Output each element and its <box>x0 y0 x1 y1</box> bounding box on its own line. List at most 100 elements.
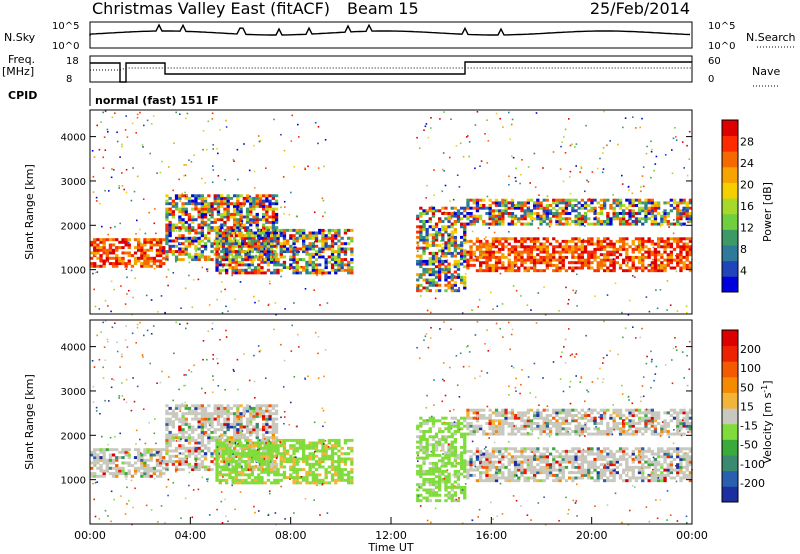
velocity-echo-cell <box>494 471 499 475</box>
power-echo-cell <box>168 220 172 224</box>
power-echo-cell <box>419 273 423 277</box>
velocity-echo-cell <box>207 441 211 445</box>
power-noise-cell <box>186 112 189 115</box>
power-echo-cell <box>273 268 277 272</box>
power-noise-cell <box>94 305 97 308</box>
power-noise-cell <box>458 218 461 221</box>
power-echo-cell <box>679 250 683 254</box>
power-echo-cell <box>194 255 198 259</box>
velocity-echo-cell <box>485 463 489 467</box>
power-echo-cell <box>590 239 594 243</box>
power-echo-cell <box>327 255 331 259</box>
power-echo-cell <box>438 259 442 263</box>
power-noise-cell <box>609 140 611 142</box>
power-echo-cell <box>295 252 299 256</box>
power-echo-cell <box>542 261 546 265</box>
velocity-echo-cell <box>324 454 328 458</box>
velocity-echo-cell <box>485 449 489 453</box>
power-echo-cell <box>529 217 534 221</box>
power-echo-cell <box>568 198 572 202</box>
power-echo-cell <box>574 198 578 202</box>
power-echo-cell <box>577 266 581 270</box>
power-noise-cell <box>165 259 168 262</box>
power-echo-cell <box>314 266 319 270</box>
power-noise-cell <box>531 241 533 243</box>
power-echo-cell <box>647 269 651 273</box>
power-echo-cell <box>268 202 272 206</box>
velocity-echo-cell <box>501 473 505 477</box>
power-echo-cell <box>237 268 242 272</box>
power-echo-cell <box>245 210 250 214</box>
power-echo-cell <box>226 210 230 214</box>
velocity-echo-cell <box>337 449 341 453</box>
velocity-echo-cell <box>327 438 331 442</box>
velocity-echo-cell <box>533 457 537 461</box>
power-echo-cell <box>191 215 195 219</box>
power-noise-cell <box>294 251 296 254</box>
power-noise-cell <box>284 308 286 310</box>
velocity-echo-cell <box>456 453 461 457</box>
power-echo-cell <box>603 204 607 207</box>
velocity-echo-cell <box>425 430 429 433</box>
power-echo-cell <box>618 217 623 221</box>
power-echo-cell <box>685 242 689 246</box>
power-echo-cell <box>340 260 344 264</box>
velocity-echo-cell <box>252 425 256 429</box>
power-echo-cell <box>221 231 226 235</box>
velocity-echo-cell <box>343 468 348 472</box>
freq-label-1: Freq. <box>8 53 35 66</box>
velocity-echo-cell <box>194 446 198 450</box>
power-echo-cell <box>218 228 222 232</box>
power-echo-cell <box>274 255 279 259</box>
power-noise-cell <box>452 198 455 201</box>
power-echo-cell <box>321 234 325 238</box>
velocity-echo-cell <box>416 435 420 439</box>
power-echo-cell <box>463 222 467 226</box>
power-echo-cell <box>615 255 619 259</box>
velocity-echo-cell <box>207 436 211 440</box>
velocity-echo-cell <box>159 464 163 468</box>
power-echo-cell <box>596 222 600 226</box>
velocity-echo-cell <box>330 438 335 442</box>
power-noise-cell <box>127 241 130 244</box>
power-echo-cell <box>688 261 693 265</box>
velocity-echo-cell <box>321 478 325 482</box>
power-echo-cell <box>679 201 683 205</box>
power-noise-cell <box>175 111 177 114</box>
power-echo-cell <box>239 202 243 206</box>
power-echo-cell <box>491 217 495 221</box>
velocity-echo-cell <box>485 455 489 459</box>
power-echo-cell <box>302 234 306 238</box>
velocity-echo-cell <box>194 409 198 413</box>
power-echo-cell <box>520 239 524 243</box>
power-echo-cell <box>650 222 654 226</box>
power-echo-cell <box>590 250 594 254</box>
velocity-echo-cell <box>491 452 495 456</box>
power-echo-cell <box>271 258 275 262</box>
power-echo-cell <box>625 250 629 254</box>
power-echo-cell <box>286 239 290 243</box>
power-echo-cell <box>479 217 483 221</box>
power-echo-cell <box>647 217 651 221</box>
velocity-echo-cell <box>265 425 269 429</box>
velocity-echo-cell <box>191 417 195 421</box>
velocity-echo-cell <box>262 436 266 440</box>
power-noise-cell <box>684 242 687 244</box>
power-echo-cell <box>231 260 235 264</box>
power-noise-cell <box>686 312 688 314</box>
power-echo-cell <box>460 225 464 229</box>
power-echo-cell <box>577 220 581 223</box>
power-echo-cell <box>197 223 201 227</box>
power-noise-cell <box>476 206 479 209</box>
power-echo-cell <box>262 199 266 203</box>
velocity-echo-cell <box>488 463 492 467</box>
velocity-echo-cell <box>431 464 436 468</box>
power-echo-cell <box>434 243 439 247</box>
velocity-echo-cell <box>200 409 204 413</box>
power-echo-cell <box>580 261 584 265</box>
power-echo-cell <box>501 266 505 270</box>
power-noise-cell <box>165 276 168 278</box>
power-echo-cell <box>422 246 426 250</box>
power-echo-cell <box>168 231 172 235</box>
velocity-echo-cell <box>262 438 266 442</box>
